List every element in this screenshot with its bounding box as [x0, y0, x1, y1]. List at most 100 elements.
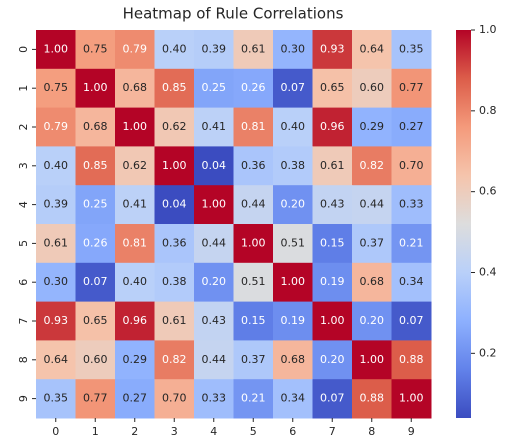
heatmap-cell: [75, 262, 116, 303]
cell-label: 0.60: [360, 81, 385, 94]
cell-label: 0.33: [399, 198, 424, 211]
x-tick-label: 1: [92, 425, 99, 438]
cell-label: 0.70: [399, 159, 424, 172]
colorbar-tick-label: 0.6: [479, 185, 497, 198]
cell-label: 0.43: [202, 314, 227, 327]
heatmap-cell: [194, 107, 234, 147]
heatmap-cell: [115, 301, 155, 341]
cell-label: 0.07: [281, 81, 306, 94]
heatmap-cell: [273, 301, 313, 341]
heatmap-cell: [75, 301, 116, 341]
cell-label: 0.44: [202, 236, 227, 249]
cell-label: 0.65: [320, 81, 345, 94]
cell-label: 1.00: [360, 353, 385, 366]
cell-label: 0.68: [83, 120, 108, 133]
cell-label: 0.26: [83, 236, 108, 249]
heatmap-cell: [154, 379, 195, 419]
heatmap-cell: [391, 107, 432, 147]
heatmap-cell: [194, 340, 234, 380]
cell-label: 0.25: [83, 198, 108, 211]
heatmap-cell: [154, 262, 195, 303]
heatmap-cell: [36, 224, 76, 264]
cell-label: 1.00: [241, 236, 266, 249]
heatmap-cell: [36, 185, 76, 225]
y-tick-label: 4: [17, 201, 30, 208]
heatmap-cell: [273, 224, 313, 264]
heatmap-cell: [391, 146, 432, 186]
cell-label: 0.44: [241, 198, 266, 211]
heatmap-cell: [36, 340, 76, 380]
y-tick-label: 8: [17, 356, 30, 363]
x-tick-label: 8: [368, 425, 375, 438]
heatmap-cell: [233, 30, 274, 70]
cell-label: 1.00: [281, 275, 306, 288]
heatmap-cell: [36, 107, 76, 147]
heatmap-cell: [391, 262, 432, 303]
heatmap-cell: [352, 301, 392, 341]
y-tick-label: 0: [17, 46, 30, 53]
cell-label: 0.30: [44, 275, 69, 288]
heatmap-cell: [115, 68, 155, 109]
cell-label: 0.33: [202, 392, 227, 405]
x-tick-label: 6: [289, 425, 296, 438]
cell-label: 0.65: [83, 314, 108, 327]
heatmap-cell: [75, 379, 116, 419]
cell-label: 0.93: [44, 314, 69, 327]
heatmap-cell: [391, 185, 432, 225]
cell-label: 0.62: [162, 120, 187, 133]
cell-label: 0.75: [83, 42, 108, 55]
cell-label: 0.29: [123, 353, 148, 366]
heatmap-cell: [233, 146, 274, 186]
heatmap-cell: [352, 30, 392, 70]
cell-label: 0.07: [320, 392, 345, 405]
heatmap-cell: [352, 185, 392, 225]
heatmap-cell: [273, 30, 313, 70]
heatmap-cell: [75, 340, 116, 380]
heatmap-cell: [115, 262, 155, 303]
cell-label: 0.79: [123, 42, 148, 55]
heatmap-cell: [75, 185, 116, 225]
cell-label: 0.77: [399, 81, 424, 94]
cell-label: 0.19: [281, 314, 306, 327]
y-tick-label: 7: [17, 318, 30, 325]
heatmap-cell: [75, 30, 116, 70]
x-tick-label: 3: [171, 425, 178, 438]
cell-label: 1.00: [202, 198, 227, 211]
cell-label: 0.41: [202, 120, 227, 133]
heatmap-cell: [194, 68, 234, 109]
heatmap-cell: [154, 68, 195, 109]
heatmap-cell: [233, 262, 274, 303]
cell-label: 0.36: [241, 159, 266, 172]
heatmap-cell: [154, 146, 195, 186]
cell-label: 0.81: [123, 236, 148, 249]
heatmap-cell: [115, 107, 155, 147]
heatmap-cell: [312, 185, 353, 225]
heatmap-cell: [352, 224, 392, 264]
heatmap-cell: [194, 146, 234, 186]
heatmap-cell: [36, 30, 76, 70]
heatmap-cell: [233, 301, 274, 341]
cell-label: 0.64: [360, 42, 385, 55]
cell-label: 0.19: [320, 275, 345, 288]
heatmap-cell: [75, 68, 116, 109]
cell-label: 0.64: [44, 353, 69, 366]
colorbar-tick-label: 0.4: [479, 266, 497, 279]
cell-label: 0.93: [320, 42, 345, 55]
cell-label: 0.77: [83, 392, 108, 405]
cell-label: 0.85: [83, 159, 108, 172]
heatmap-cell: [36, 301, 76, 341]
cell-label: 0.44: [360, 198, 385, 211]
colorbar-tick-label: 1.0: [479, 23, 497, 36]
heatmap-cell: [115, 146, 155, 186]
cell-label: 0.41: [123, 198, 148, 211]
heatmap-cell: [233, 340, 274, 380]
cell-label: 0.85: [162, 81, 187, 94]
heatmap-cell: [312, 224, 353, 264]
cell-label: 0.68: [123, 81, 148, 94]
cell-label: 0.27: [399, 120, 424, 133]
cell-label: 0.39: [44, 198, 69, 211]
cell-label: 0.61: [241, 42, 266, 55]
heatmap-cell: [75, 224, 116, 264]
heatmap-cell: [233, 224, 274, 264]
cell-label: 1.00: [320, 314, 345, 327]
